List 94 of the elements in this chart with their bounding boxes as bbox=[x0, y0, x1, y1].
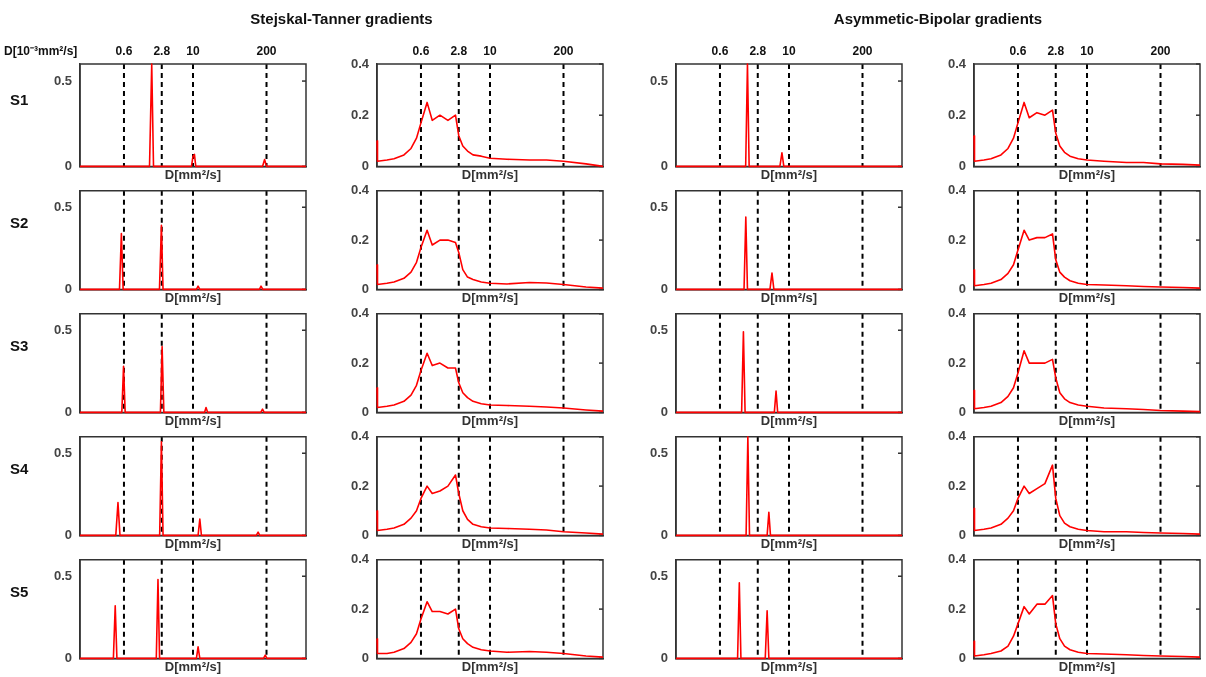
y-tick-label: 0 bbox=[958, 157, 966, 173]
text: Asymmetic-Bipolar gradients bbox=[832, 10, 1044, 27]
x-axis-title: D[mm²/s] bbox=[1058, 535, 1116, 551]
y-tick-label: 0.2 bbox=[947, 231, 966, 247]
x-tick-label: 2.8 bbox=[450, 44, 468, 59]
y-tick-label: 0.2 bbox=[947, 477, 966, 493]
x-axis-title: D[mm²/s] bbox=[1058, 658, 1116, 674]
y-axis-title: S2 bbox=[10, 213, 29, 231]
y-tick-label: 0.5 bbox=[53, 567, 72, 583]
y-tick-label: 0.2 bbox=[350, 477, 369, 493]
x-axis-title: D[mm²/s] bbox=[164, 289, 222, 305]
x-tick-label: 200 bbox=[553, 44, 574, 59]
y-tick-label: 0 bbox=[958, 526, 966, 542]
y-tick-label: 0.4 bbox=[947, 428, 967, 444]
y-axis-title: S4 bbox=[10, 459, 29, 477]
y-tick-label: 0 bbox=[958, 403, 966, 419]
y-tick-label: 0.5 bbox=[53, 321, 72, 337]
x-tick-label: 10 bbox=[186, 44, 200, 59]
x-axis-title: D[mm²/s] bbox=[760, 289, 818, 305]
x-axis-title: D[mm²/s] bbox=[461, 289, 519, 305]
y-tick-label: 0 bbox=[64, 157, 72, 173]
y-tick-label: 0.2 bbox=[350, 600, 369, 616]
y-tick-label: 0.4 bbox=[947, 551, 967, 567]
y-tick-label: 0 bbox=[660, 526, 668, 542]
x-tick-label: 10 bbox=[483, 44, 497, 59]
y-tick-label: 0 bbox=[361, 649, 369, 665]
y-tick-label: 0.4 bbox=[947, 305, 967, 321]
y-tick-label: 0.2 bbox=[947, 354, 966, 370]
x-axis-title: D[mm²/s] bbox=[164, 166, 222, 182]
x-tick-label: 0.6 bbox=[1009, 44, 1027, 59]
y-tick-label: 0.5 bbox=[649, 567, 668, 583]
y-tick-label: 0 bbox=[64, 649, 72, 665]
x-tick-label: 2.8 bbox=[749, 44, 767, 59]
text: D[10⁻³mm²/s] bbox=[4, 43, 78, 59]
y-tick-label: 0.4 bbox=[350, 182, 370, 198]
y-tick-label: 0 bbox=[64, 526, 72, 542]
y-tick-label: 0.5 bbox=[53, 72, 72, 88]
y-tick-label: 0.5 bbox=[649, 321, 668, 337]
x-tick-label: 200 bbox=[256, 44, 277, 59]
x-tick-label: 0.6 bbox=[115, 44, 133, 59]
x-axis-title: D[mm²/s] bbox=[760, 535, 818, 551]
x-tick-label: 10 bbox=[1080, 44, 1094, 59]
x-tick-label: 0.6 bbox=[412, 44, 430, 59]
x-axis-title: D[mm²/s] bbox=[164, 658, 222, 674]
y-tick-label: 0.5 bbox=[53, 198, 72, 214]
x-axis-title: D[mm²/s] bbox=[1058, 412, 1116, 428]
y-tick-label: 0.5 bbox=[649, 72, 668, 88]
y-tick-label: 0 bbox=[660, 649, 668, 665]
y-tick-label: 0.2 bbox=[350, 106, 369, 122]
y-tick-label: 0.4 bbox=[350, 551, 370, 567]
y-tick-label: 0.2 bbox=[350, 231, 369, 247]
y-tick-label: 0.2 bbox=[947, 600, 966, 616]
y-tick-label: 0 bbox=[361, 157, 369, 173]
y-tick-label: 0.2 bbox=[350, 354, 369, 370]
x-tick-label: 0.6 bbox=[711, 44, 729, 59]
y-tick-label: 0 bbox=[361, 403, 369, 419]
x-tick-label: 2.8 bbox=[153, 44, 171, 59]
y-tick-label: 0.5 bbox=[649, 198, 668, 214]
y-tick-label: 0.2 bbox=[947, 106, 966, 122]
x-axis-title: D[mm²/s] bbox=[461, 412, 519, 428]
y-tick-label: 0 bbox=[958, 649, 966, 665]
y-tick-label: 0.4 bbox=[947, 182, 967, 198]
y-tick-label: 0 bbox=[64, 280, 72, 296]
y-axis-title: S1 bbox=[10, 90, 29, 108]
y-tick-label: 0 bbox=[361, 280, 369, 296]
x-axis-title: D[mm²/s] bbox=[1058, 289, 1116, 305]
y-axis-title: S3 bbox=[10, 336, 29, 354]
y-tick-label: 0 bbox=[64, 403, 72, 419]
y-tick-label: 0.5 bbox=[649, 444, 668, 460]
x-axis-title: D[mm²/s] bbox=[164, 412, 222, 428]
x-tick-label: 200 bbox=[852, 44, 873, 59]
x-axis-title: D[mm²/s] bbox=[760, 166, 818, 182]
y-tick-label: 0 bbox=[958, 280, 966, 296]
y-axis-title: S5 bbox=[10, 582, 29, 600]
x-axis-title: D[mm²/s] bbox=[461, 166, 519, 182]
x-axis-title: D[mm²/s] bbox=[760, 658, 818, 674]
x-tick-label: 200 bbox=[1150, 44, 1171, 59]
x-tick-label: 2.8 bbox=[1047, 44, 1065, 59]
y-tick-label: 0.4 bbox=[350, 55, 370, 71]
text: Stejskal-Tanner gradients bbox=[249, 10, 434, 27]
y-tick-label: 0 bbox=[660, 157, 668, 173]
x-axis-title: D[mm²/s] bbox=[164, 535, 222, 551]
y-tick-label: 0.5 bbox=[53, 444, 72, 460]
y-tick-label: 0.4 bbox=[350, 428, 370, 444]
x-axis-title: D[mm²/s] bbox=[1058, 166, 1116, 182]
x-axis-title: D[mm²/s] bbox=[461, 658, 519, 674]
y-tick-label: 0.4 bbox=[947, 55, 967, 71]
y-tick-label: 0 bbox=[361, 526, 369, 542]
x-axis-title: D[mm²/s] bbox=[760, 412, 818, 428]
x-tick-label: 10 bbox=[782, 44, 796, 59]
y-tick-label: 0 bbox=[660, 280, 668, 296]
x-axis-title: D[mm²/s] bbox=[461, 535, 519, 551]
y-tick-label: 0.4 bbox=[350, 305, 370, 321]
y-tick-label: 0 bbox=[660, 403, 668, 419]
